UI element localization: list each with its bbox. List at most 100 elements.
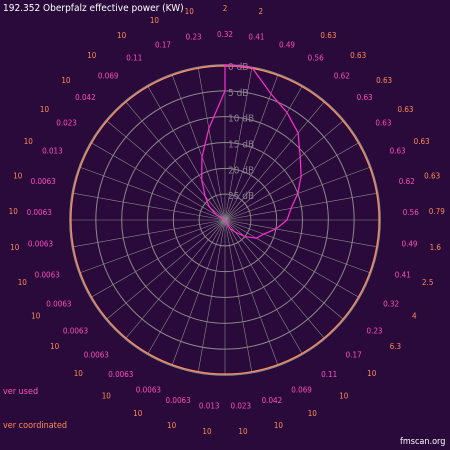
- erp-used-label: 0.0063: [46, 300, 71, 309]
- erp-used-label: 0.63: [357, 93, 373, 102]
- erp-used-label: 0.11: [321, 370, 337, 379]
- ring-label: 5 dB: [228, 88, 248, 99]
- erp-coordinated-label: 10: [10, 243, 20, 252]
- grid-spoke: [224, 142, 360, 221]
- erp-coordinated-label: 10: [74, 369, 84, 378]
- erp-used-label: 0.56: [403, 208, 419, 217]
- grid-spoke: [79, 166, 226, 221]
- erp-used-label: 0.0063: [63, 327, 88, 336]
- erp-coordinated-label: 10: [87, 51, 97, 60]
- erp-coordinated-label: 0.63: [350, 51, 366, 60]
- grid-spoke: [224, 192, 378, 221]
- erp-coordinated-label: 0.63: [414, 137, 430, 146]
- erp-used-label: 0.56: [308, 54, 324, 63]
- erp-used-label: 0.32: [383, 300, 399, 309]
- grid-spoke: [106, 120, 226, 221]
- grid-spoke: [224, 219, 325, 339]
- erp-coordinated-label: 2: [223, 4, 228, 13]
- erp-coordinated-label: 0.63: [424, 171, 440, 180]
- grid-spoke: [125, 101, 226, 221]
- erp-used-label: 0.0063: [35, 271, 60, 280]
- erp-coordinated-label: 10: [167, 421, 177, 430]
- erp-used-label: 0.17: [346, 350, 362, 359]
- erp-coordinated-label: 10: [31, 311, 41, 320]
- grid-spoke: [224, 219, 371, 274]
- grid-spoke: [224, 74, 279, 221]
- erp-used-label: 0.069: [291, 386, 312, 395]
- ring-label: 0 dB: [228, 62, 248, 73]
- erp-coordinated-label: 6.3: [390, 342, 401, 351]
- erp-coordinated-label: 0.63: [320, 31, 336, 40]
- erp-used-label: 0.23: [366, 327, 382, 336]
- erp-used-label: 0.49: [279, 41, 295, 50]
- grid-spoke: [72, 219, 226, 248]
- erp-coordinated-label: 10: [367, 369, 377, 378]
- grid-spoke: [171, 219, 226, 366]
- erp-used-label: 0.042: [262, 396, 283, 405]
- grid-spoke: [224, 101, 325, 221]
- grid-spoke: [90, 219, 226, 298]
- erp-used-label: 0.013: [42, 147, 63, 156]
- grid-spoke: [224, 120, 344, 221]
- ring-label: 10 dB: [228, 114, 254, 125]
- grid-spoke: [79, 219, 226, 274]
- grid-spoke: [171, 74, 226, 221]
- erp-used-label: 0.069: [98, 71, 119, 80]
- erp-used-label: 0.63: [390, 147, 406, 156]
- grid-spoke: [90, 142, 226, 221]
- erp-coordinated-label: 1.6: [430, 243, 442, 252]
- erp-coordinated-label: 10: [18, 278, 28, 287]
- erp-used-label: 0.62: [399, 177, 415, 186]
- erp-used-label: 0.0063: [84, 350, 109, 359]
- erp-coordinated-label: 2.5: [422, 278, 433, 287]
- erp-used-label: 0.023: [230, 401, 251, 410]
- ring-label: 25 dB: [228, 191, 254, 202]
- erp-coordinated-label: 10: [202, 427, 212, 436]
- erp-coordinated-label: 4: [412, 311, 417, 320]
- erp-coordinated-label: 10: [13, 171, 23, 180]
- erp-used-label: 0.0063: [136, 386, 161, 395]
- erp-coordinated-label: 0.63: [376, 76, 392, 85]
- chart-title: 192.352 Oberpfalz effective power (KW): [3, 3, 184, 14]
- grid-spoke: [106, 219, 226, 320]
- grid-spoke: [72, 192, 226, 221]
- angle-labels: 0.3220.4120.490.560.630.620.630.630.630.…: [9, 4, 446, 436]
- erp-used-label: 0.41: [248, 33, 264, 42]
- erp-used-label: 0.62: [334, 71, 350, 80]
- erp-used-label: 0.042: [75, 93, 96, 102]
- grid-spoke: [224, 85, 303, 221]
- ring-labels: 0 dB 5 dB 10 dB 15 dB 20 dB 25 dB: [228, 62, 254, 202]
- grid-spoke: [224, 219, 303, 355]
- erp-coordinated-label: 10: [40, 105, 50, 114]
- grid-spoke: [197, 67, 226, 221]
- grid-spoke: [125, 219, 226, 339]
- erp-coordinated-label: 0.79: [429, 207, 445, 216]
- grid-spoke: [147, 85, 226, 221]
- erp-used-label: 0.0063: [28, 240, 53, 249]
- erp-used-label: 0.013: [199, 401, 220, 410]
- erp-used-label: 0.11: [126, 54, 142, 63]
- erp-coordinated-label: 10: [150, 16, 160, 25]
- grid-spoke: [197, 219, 226, 373]
- grid-spoke: [224, 219, 253, 373]
- erp-used-label: 0.23: [186, 33, 202, 42]
- grid-spoke: [224, 67, 253, 221]
- erp-used-label: 0.0063: [31, 177, 56, 186]
- erp-coordinated-label: 0.63: [397, 105, 413, 114]
- erp-used-label: 0.023: [56, 119, 77, 128]
- erp-used-label: 0.0063: [166, 396, 191, 405]
- erp-coordinated-label: 10: [50, 342, 60, 351]
- erp-coordinated-label: 10: [339, 392, 349, 401]
- erp-coordinated-label: 10: [308, 409, 318, 418]
- erp-coordinated-label: 10: [102, 392, 112, 401]
- erp-coordinated-label: 10: [9, 207, 19, 216]
- erp-coordinated-label: 10: [238, 427, 248, 436]
- erp-coordinated-label: 10: [117, 31, 127, 40]
- erp-coordinated-label: 10: [133, 409, 143, 418]
- legend-used: ver used: [3, 387, 38, 397]
- erp-coordinated-label: 10: [274, 421, 284, 430]
- grid-spoke: [147, 219, 226, 355]
- grid-spoke: [224, 219, 279, 366]
